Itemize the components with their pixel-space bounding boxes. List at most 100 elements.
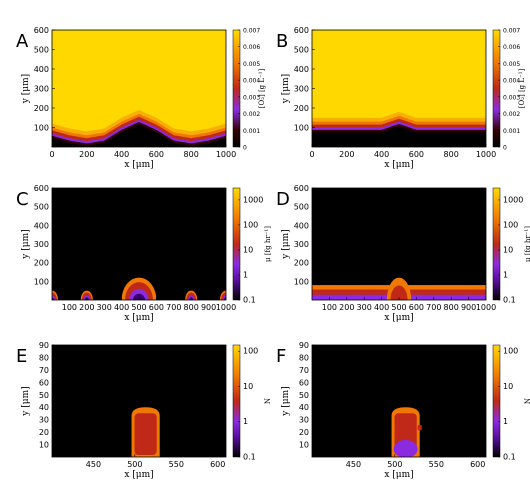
oxygen-band xyxy=(52,124,226,147)
colorbar-tick-label: 1 xyxy=(243,417,248,426)
colorbar-tick-label: 0.1 xyxy=(243,453,256,462)
colorbar-gradient xyxy=(232,187,241,301)
colorbar-label: N xyxy=(264,398,272,404)
plot-area xyxy=(312,188,486,300)
x-tick-label: 300 xyxy=(357,303,372,312)
x-axis-label: x [μm] xyxy=(124,160,153,170)
colorbar: 0.1 1 10 100 N xyxy=(232,344,272,462)
y-tick-label: 10 xyxy=(39,441,49,450)
colorbar-tick-label: 10 xyxy=(503,245,513,254)
y-tick-label: 300 xyxy=(34,85,49,94)
x-tick-label: 700 xyxy=(166,303,181,312)
y-tick-label: 40 xyxy=(39,403,49,412)
x-tick-label: 1000 xyxy=(476,303,496,312)
colorbar-tick-label: 100 xyxy=(503,220,518,229)
x-tick-label: 600 xyxy=(210,460,225,469)
plot-frame xyxy=(311,344,487,458)
y-tick-label: 20 xyxy=(39,428,49,437)
colorbar-tick-label: 0.003 xyxy=(243,94,260,101)
colorbar-tick-label: 0.1 xyxy=(243,296,256,305)
y-tick-label: 300 xyxy=(294,240,309,249)
colorbar-tick-label: 0.004 xyxy=(503,78,520,85)
x-axis-label: x [μm] xyxy=(384,470,413,480)
x-tick-label: 450 xyxy=(86,460,101,469)
y-tick-label: 600 xyxy=(294,184,309,193)
colorbar-gradient xyxy=(492,29,501,148)
y-tick-label: 600 xyxy=(34,184,49,193)
y-axis-label: y [μm] xyxy=(281,229,291,259)
colorbar-tick-label: 0.007 xyxy=(503,28,520,35)
x-axis-label: x [μm] xyxy=(384,160,413,170)
colorbar-tick-label: 0.005 xyxy=(243,61,260,68)
colorbar-label: μ [fg hr⁻¹] xyxy=(264,226,272,262)
colony-inner xyxy=(223,297,226,300)
y-tick-label: 90 xyxy=(299,341,309,350)
colorbar-tick-label: 10 xyxy=(243,382,253,391)
y-tick-label: 200 xyxy=(34,259,49,268)
x-tick-label: 200 xyxy=(339,150,354,159)
x-axis-label: x [μm] xyxy=(124,313,153,323)
y-tick-label: 70 xyxy=(39,366,49,375)
biofilm-bump-core xyxy=(390,285,408,300)
colorbar-gradient xyxy=(492,344,501,458)
cell-colony-bud xyxy=(417,425,422,431)
x-tick-label: 200 xyxy=(339,303,354,312)
x-tick-label: 200 xyxy=(79,303,94,312)
colorbar-tick-label: 0.005 xyxy=(503,61,520,68)
panel-letter: C xyxy=(16,189,29,210)
y-tick-label: 20 xyxy=(299,428,309,437)
colorbar-gradient xyxy=(232,344,241,458)
colorbar-label: [O₂] [g L⁻¹] xyxy=(518,68,526,108)
colorbar-tick-label: 100 xyxy=(503,347,518,356)
x-tick-label: 200 xyxy=(79,150,94,159)
colorbar-label: N xyxy=(524,398,530,404)
y-tick-label: 30 xyxy=(39,416,49,425)
y-tick-label: 50 xyxy=(299,391,309,400)
y-tick-label: 400 xyxy=(34,65,49,74)
panel-d: 100 200 300 400 500 600 700 800 900 1000100200300… xyxy=(276,184,530,323)
x-tick-label: 400 xyxy=(374,303,389,312)
x-tick-label: 300 xyxy=(97,303,112,312)
y-axis-label: y [μm] xyxy=(21,74,31,104)
x-tick-label: 800 xyxy=(184,150,199,159)
x-tick-label: 1000 xyxy=(216,150,236,159)
colorbar: 0.1 1 10 100 1000 μ [fg hr⁻¹] xyxy=(492,187,530,305)
y-tick-label: 50 xyxy=(39,391,49,400)
y-tick-label: 80 xyxy=(39,353,49,362)
colorbar-tick-label: 0.1 xyxy=(503,453,516,462)
y-tick-label: 200 xyxy=(34,104,49,113)
colorbar-tick-label: 1 xyxy=(243,270,248,279)
colorbar-tick-label: 0.002 xyxy=(243,111,260,118)
y-tick-label: 400 xyxy=(34,221,49,230)
y-axis-label: y [μm] xyxy=(21,386,31,416)
colony-inner xyxy=(132,293,146,300)
panel-letter: F xyxy=(276,346,286,367)
y-tick-label: 100 xyxy=(34,124,49,133)
cell-colony-core xyxy=(134,413,157,455)
x-tick-label: 1000 xyxy=(216,303,236,312)
x-tick-label: 500 xyxy=(391,303,406,312)
x-tick-label: 0 xyxy=(309,150,314,159)
x-tick-label: 550 xyxy=(429,460,444,469)
colorbar-tick-label: 100 xyxy=(243,347,258,356)
y-tick-label: 500 xyxy=(294,203,309,212)
y-tick-label: 200 xyxy=(294,259,309,268)
x-tick-label: 500 xyxy=(131,303,146,312)
colorbar-tick-label: 0.001 xyxy=(503,128,520,135)
x-tick-label: 550 xyxy=(169,460,184,469)
y-tick-label: 100 xyxy=(34,277,49,286)
colorbar-tick-label: 10 xyxy=(243,245,253,254)
colorbar-gradient xyxy=(492,187,501,301)
colorbar-tick-label: 0.006 xyxy=(243,44,260,51)
panel-letter: E xyxy=(16,346,27,367)
y-tick-label: 10 xyxy=(299,441,309,450)
plot-area xyxy=(312,30,486,147)
y-tick-label: 60 xyxy=(299,378,309,387)
plot-area xyxy=(52,345,226,457)
colorbar-label: μ [fg hr⁻¹] xyxy=(524,226,530,262)
x-tick-label: 600 xyxy=(409,150,424,159)
y-tick-label: 500 xyxy=(34,203,49,212)
cell-colony-base xyxy=(393,440,418,457)
